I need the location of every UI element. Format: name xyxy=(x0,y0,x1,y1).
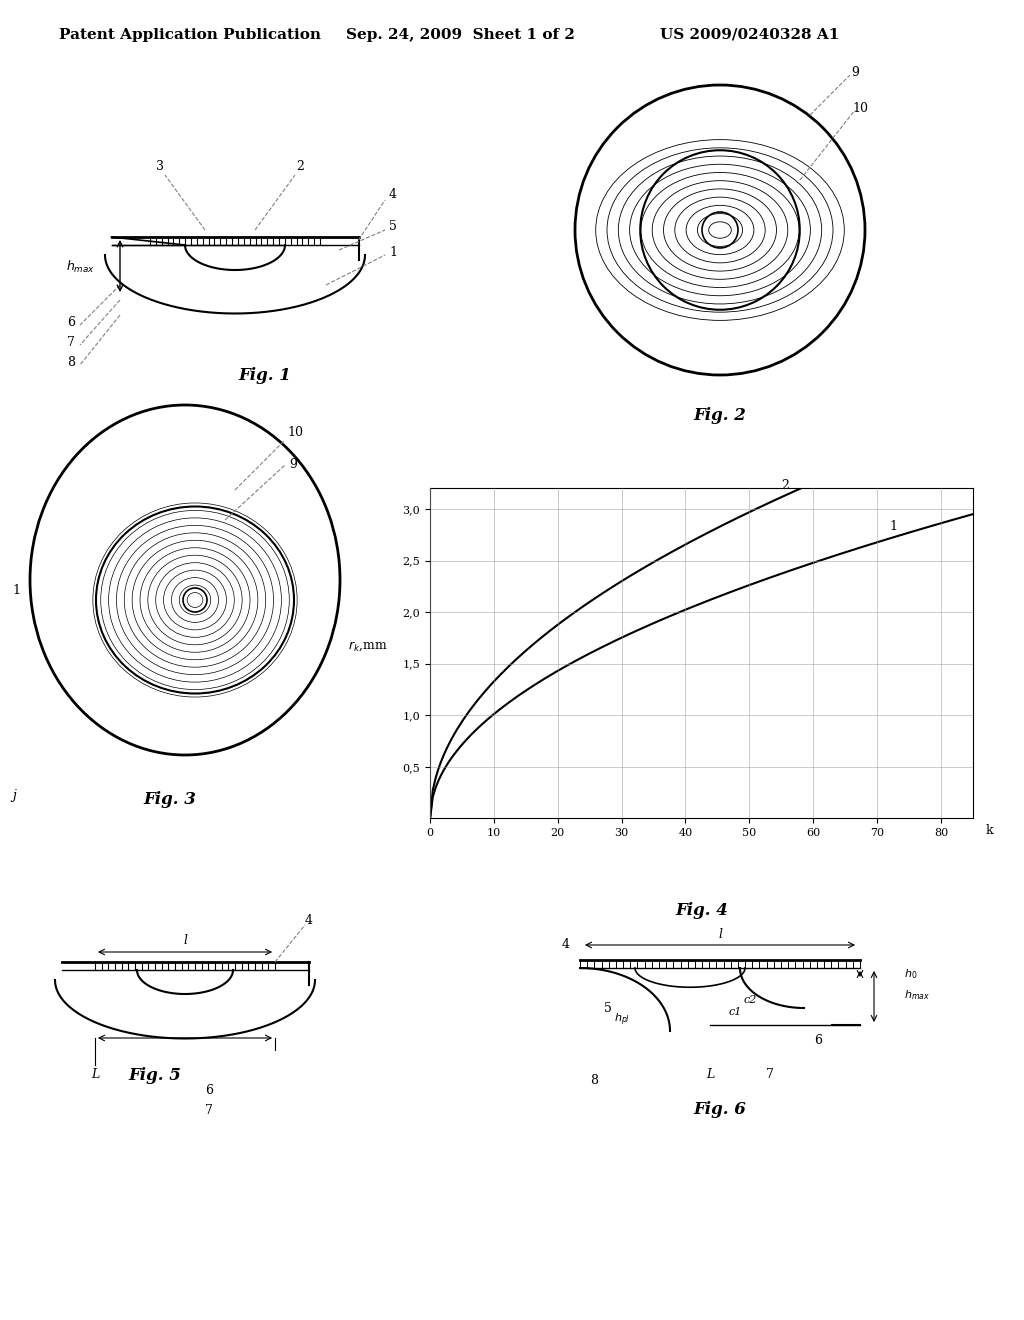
Text: 3: 3 xyxy=(156,161,164,173)
Text: 6: 6 xyxy=(814,1034,822,1047)
Text: 2: 2 xyxy=(781,479,790,491)
Text: Fig. 4: Fig. 4 xyxy=(675,903,728,919)
Text: 7: 7 xyxy=(205,1104,213,1117)
Text: l: l xyxy=(183,933,187,946)
Text: US 2009/0240328 A1: US 2009/0240328 A1 xyxy=(660,28,840,42)
Text: j: j xyxy=(12,788,16,801)
Text: $h_{max}$: $h_{max}$ xyxy=(66,259,95,275)
Text: k: k xyxy=(985,824,993,837)
Text: 6: 6 xyxy=(205,1084,213,1097)
Text: 9: 9 xyxy=(289,458,297,470)
Text: Fig. 1: Fig. 1 xyxy=(239,367,292,384)
Text: 4: 4 xyxy=(562,939,570,952)
Text: Sep. 24, 2009  Sheet 1 of 2: Sep. 24, 2009 Sheet 1 of 2 xyxy=(345,28,574,42)
Text: 4: 4 xyxy=(305,913,313,927)
Text: 10: 10 xyxy=(287,425,303,438)
Text: 5: 5 xyxy=(604,1002,612,1015)
Text: Patent Application Publication: Patent Application Publication xyxy=(59,28,321,42)
Text: Fig. 6: Fig. 6 xyxy=(693,1101,746,1118)
Text: 1: 1 xyxy=(890,520,898,533)
Text: 1: 1 xyxy=(12,583,20,597)
Text: 2: 2 xyxy=(296,161,304,173)
Text: 7: 7 xyxy=(68,337,75,350)
Text: 8: 8 xyxy=(67,356,75,370)
Text: $h_{max}$: $h_{max}$ xyxy=(904,989,930,1002)
Text: L: L xyxy=(706,1068,714,1081)
Text: 7: 7 xyxy=(766,1068,774,1081)
Text: 4: 4 xyxy=(389,189,397,202)
Text: 8: 8 xyxy=(590,1073,598,1086)
Y-axis label: $r_k$,mm: $r_k$,mm xyxy=(348,640,388,653)
Text: $h_0$: $h_0$ xyxy=(904,968,918,981)
Text: Fig. 5: Fig. 5 xyxy=(129,1067,181,1084)
Text: Fig. 2: Fig. 2 xyxy=(693,407,746,424)
Text: Fig. 3: Fig. 3 xyxy=(143,792,197,808)
Text: l: l xyxy=(718,928,722,941)
Text: 5: 5 xyxy=(389,220,397,234)
Text: $h_{pl}$: $h_{pl}$ xyxy=(614,1012,630,1028)
Text: 1: 1 xyxy=(389,247,397,260)
Text: L: L xyxy=(91,1068,99,1081)
Text: c1: c1 xyxy=(728,1007,741,1016)
Text: 9: 9 xyxy=(851,66,859,78)
Text: 10: 10 xyxy=(852,102,868,115)
Text: c2: c2 xyxy=(743,995,757,1005)
Text: 6: 6 xyxy=(67,317,75,330)
